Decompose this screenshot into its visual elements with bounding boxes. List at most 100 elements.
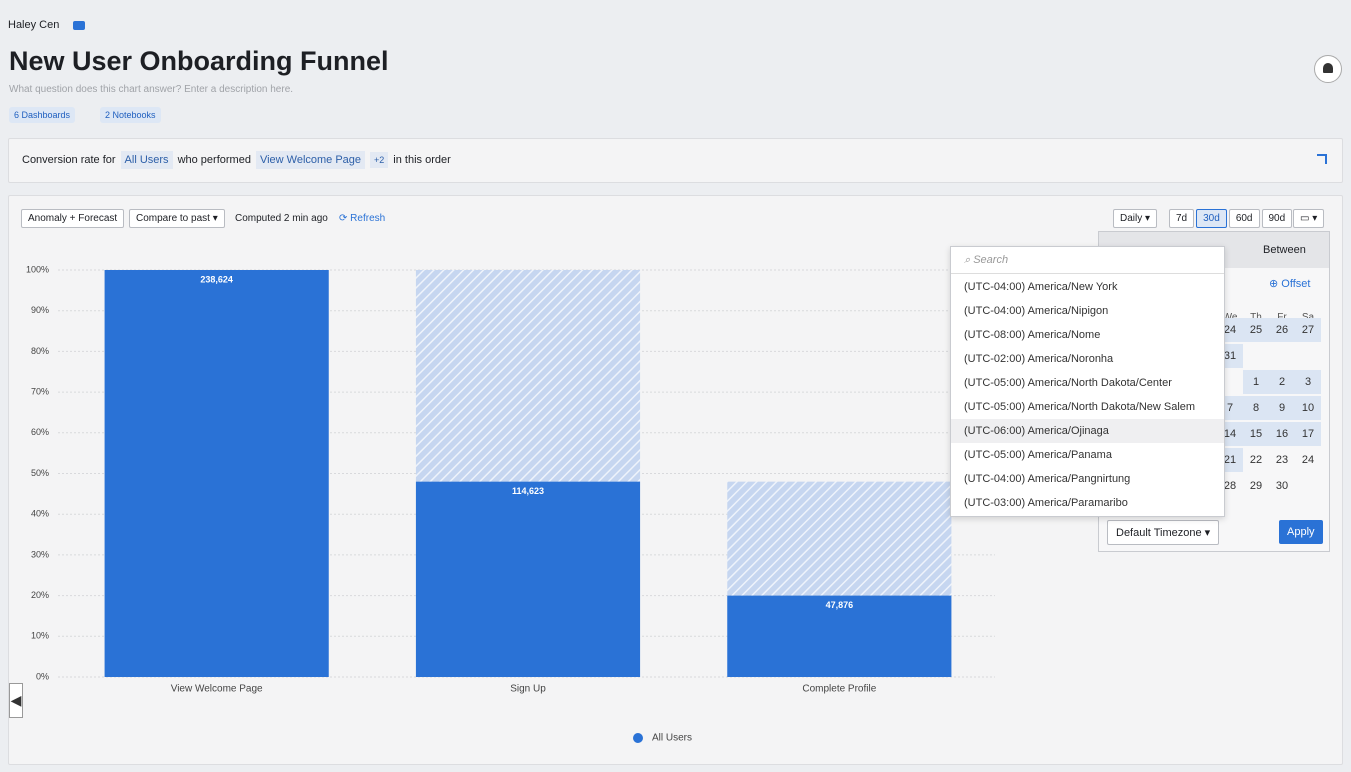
- range-button[interactable]: 7d: [1169, 209, 1195, 228]
- timezone-dropdown: ⌕ Search (UTC-04:00) America/New York (UT…: [950, 246, 1225, 517]
- calendar-day[interactable]: 1: [1243, 370, 1269, 394]
- calendar-day[interactable]: 30: [1275, 480, 1289, 492]
- weekday-label: Fr: [1269, 312, 1295, 323]
- calendar-day[interactable]: 26: [1269, 318, 1295, 342]
- interval-button[interactable]: Daily ▾: [1113, 209, 1158, 228]
- badge[interactable]: 2 Notebooks: [100, 107, 161, 123]
- weekday-label: We: [1217, 312, 1243, 323]
- x-tick-label: View Welcome Page: [171, 684, 263, 695]
- calendar-day[interactable]: 27: [1295, 318, 1321, 342]
- y-tick-label: 40%: [31, 509, 49, 519]
- search-placeholder: Search: [973, 254, 1009, 266]
- calendar-day[interactable]: 15: [1243, 422, 1269, 446]
- search-input[interactable]: ⌕ Search: [964, 254, 1009, 266]
- title[interactable]: New User Onboarding Funnel: [9, 46, 389, 76]
- timezone-option[interactable]: (UTC-05:00) America/North Dakota/New Sal…: [964, 401, 1196, 413]
- anomaly-button[interactable]: Anomaly + Forecast: [21, 209, 125, 228]
- refresh-label: Refresh: [350, 213, 386, 224]
- timezone-option[interactable]: (UTC-04:00) America/New York: [964, 281, 1118, 293]
- y-tick-label: 10%: [31, 631, 49, 641]
- calendar-day[interactable]: 2: [1269, 370, 1295, 394]
- range-button[interactable]: 30d: [1196, 209, 1227, 228]
- interval-label: Daily: [1120, 213, 1143, 224]
- bar-label: 114,623: [512, 486, 544, 496]
- calendar-day[interactable]: 28: [1223, 480, 1237, 492]
- compare-button[interactable]: Compare to past ▾: [129, 209, 225, 228]
- bar: [104, 270, 329, 677]
- query-sentence: Conversion rate for All Users who perfor…: [22, 151, 451, 169]
- refresh-button[interactable]: ⟳ Refresh: [339, 213, 386, 224]
- timezone-option[interactable]: (UTC-02:00) America/Noronha: [964, 353, 1114, 365]
- bar: [727, 595, 952, 677]
- weekday-label: Sa: [1295, 312, 1321, 323]
- badge[interactable]: 6 Dashboards: [9, 107, 76, 123]
- weekday-label: Th: [1243, 312, 1269, 323]
- legend-marker[interactable]: [633, 733, 643, 743]
- x-tick-label: Sign Up: [510, 684, 546, 695]
- x-tick-label: Complete Profile: [802, 684, 876, 695]
- calendar-day[interactable]: 9: [1269, 396, 1295, 420]
- y-tick-label: 70%: [31, 386, 49, 396]
- y-tick-label: 80%: [31, 346, 49, 356]
- drop-off: [727, 481, 952, 596]
- offset-button[interactable]: ⊕ Offset: [1269, 278, 1311, 290]
- query-text: Conversion rate for: [22, 154, 116, 166]
- drop-off: [415, 270, 641, 482]
- y-tick-label: 20%: [31, 590, 49, 600]
- calendar-button[interactable]: ▭ ▾: [1293, 209, 1325, 228]
- query-text: in this order: [393, 154, 451, 166]
- calendar-day[interactable]: 29: [1249, 480, 1263, 492]
- timezone-button[interactable]: Default Timezone ▾: [1107, 520, 1220, 545]
- range-button[interactable]: 60d: [1228, 209, 1260, 228]
- query-text: who performed: [177, 154, 251, 166]
- y-tick-label: 50%: [31, 468, 49, 478]
- calendar-day[interactable]: 23: [1275, 454, 1289, 466]
- bar: [415, 481, 641, 677]
- y-tick-label: 90%: [31, 305, 49, 315]
- y-tick-label: 30%: [31, 549, 49, 559]
- range-group: 7d 30d 60d 90d: [1169, 209, 1294, 228]
- between-tab[interactable]: Between: [1263, 244, 1306, 256]
- divider: [951, 273, 1224, 274]
- y-tick-label: 60%: [31, 427, 49, 437]
- apply-button[interactable]: Apply: [1279, 520, 1323, 544]
- timezone-option[interactable]: (UTC-04:00) America/Pangnirtung: [964, 473, 1131, 485]
- bar-label: 47,876: [826, 600, 854, 610]
- timezone-option[interactable]: (UTC-05:00) America/North Dakota/Center: [964, 377, 1172, 389]
- compare-label: Compare to past: [136, 213, 210, 224]
- bar-label: 238,624: [200, 274, 233, 284]
- range-button[interactable]: 90d: [1261, 209, 1293, 228]
- bell-icon: [1323, 63, 1333, 73]
- timezone-option[interactable]: (UTC-08:00) America/Nome: [964, 329, 1101, 341]
- calendar-day[interactable]: 22: [1249, 454, 1263, 466]
- calendar-day[interactable]: 17: [1295, 422, 1321, 446]
- collapse-button[interactable]: ◀: [9, 683, 23, 718]
- folder-icon[interactable]: [73, 21, 85, 30]
- computed-text: Computed 2 min ago: [235, 213, 328, 224]
- calendar-day[interactable]: 25: [1243, 318, 1269, 342]
- y-tick-label: 100%: [26, 264, 49, 274]
- timezone-option[interactable]: (UTC-04:00) America/Nipigon: [964, 305, 1109, 317]
- segment-chip[interactable]: All Users: [120, 151, 173, 169]
- timezone-option[interactable]: (UTC-03:00) America/Paramaribo: [964, 497, 1128, 509]
- calendar-day[interactable]: 16: [1269, 422, 1295, 446]
- event-chip[interactable]: View Welcome Page: [255, 151, 366, 169]
- y-tick-label: 0%: [36, 671, 49, 681]
- legend-label[interactable]: All Users: [652, 733, 692, 744]
- expand-icon[interactable]: [1317, 154, 1327, 164]
- calendar-day[interactable]: 8: [1243, 396, 1269, 420]
- calendar-day[interactable]: 24: [1301, 454, 1315, 466]
- owner[interactable]: Haley Cen: [8, 19, 60, 31]
- timezone-label: Default Timezone: [1116, 527, 1202, 539]
- query-bar: Conversion rate for All Users who perfor…: [8, 138, 1343, 183]
- offset-label: Offset: [1281, 278, 1311, 290]
- timezone-option[interactable]: (UTC-06:00) America/Ojinaga: [951, 419, 1224, 443]
- timezone-option[interactable]: (UTC-05:00) America/Panama: [964, 449, 1112, 461]
- description[interactable]: What question does this chart answer? En…: [9, 84, 294, 95]
- more-chip[interactable]: +2: [370, 152, 389, 168]
- notification-bell[interactable]: [1314, 55, 1342, 83]
- calendar-day[interactable]: 3: [1295, 370, 1321, 394]
- calendar-day[interactable]: 10: [1295, 396, 1321, 420]
